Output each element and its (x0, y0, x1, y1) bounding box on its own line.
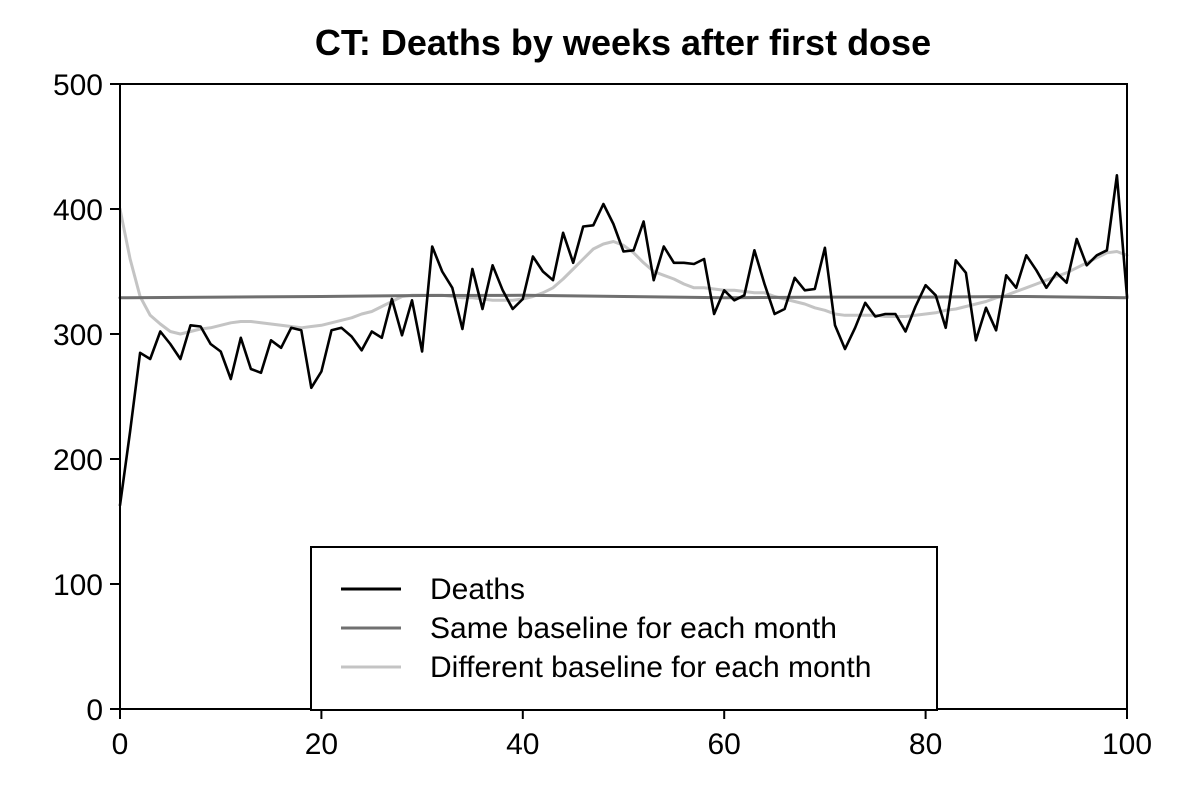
legend-box (310, 546, 938, 711)
series-line-deaths (118, 174, 1129, 507)
legend-label-deaths: Deaths (430, 573, 525, 606)
y-tick-label: 0 (86, 694, 103, 727)
y-tick-label: 300 (53, 319, 103, 352)
chart-title: CT: Deaths by weeks after first dose (315, 22, 931, 63)
legend-label-same-baseline-for-each-month: Same baseline for each month (430, 612, 837, 645)
y-tick-label: 200 (53, 444, 103, 477)
x-tick-label: 100 (1102, 728, 1152, 761)
y-tick-label: 100 (53, 569, 103, 602)
series-line-different-baseline-for-each-month (118, 207, 1129, 336)
x-tick-label: 40 (506, 728, 539, 761)
x-tick-label: 80 (909, 728, 942, 761)
y-tick-label: 500 (53, 69, 103, 102)
x-tick-label: 20 (305, 728, 338, 761)
x-tick-label: 60 (708, 728, 741, 761)
axis-layer: 0 20 40 60 80 100 0 100 200 300 400 500 (53, 69, 1152, 761)
series-line-same-baseline-for-each-month (118, 293, 1129, 300)
y-tick-label: 400 (53, 194, 103, 227)
legend-label-different-baseline-for-each-month: Different baseline for each month (430, 651, 871, 684)
legend: Deaths Same baseline for each month Differ… (310, 546, 938, 711)
series-layer (118, 174, 1129, 507)
x-tick-label: 0 (112, 728, 129, 761)
